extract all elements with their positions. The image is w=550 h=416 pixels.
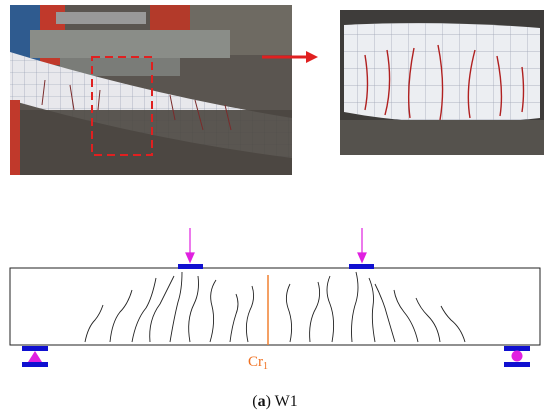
caption-rest: ) W1 <box>266 393 298 410</box>
beam-diagram: Cr1 <box>9 228 541 372</box>
crack-label-text: Cr <box>248 354 263 370</box>
crack-label: Cr1 <box>248 354 268 372</box>
caption: (a) W1 <box>252 393 297 410</box>
caption-letter: a <box>258 393 266 410</box>
crack-label-subscript: 1 <box>263 361 268 372</box>
zoom-arrow <box>262 51 318 63</box>
test-photo <box>10 5 292 175</box>
detail-photo <box>340 10 544 155</box>
caption-open: ( <box>252 393 257 410</box>
